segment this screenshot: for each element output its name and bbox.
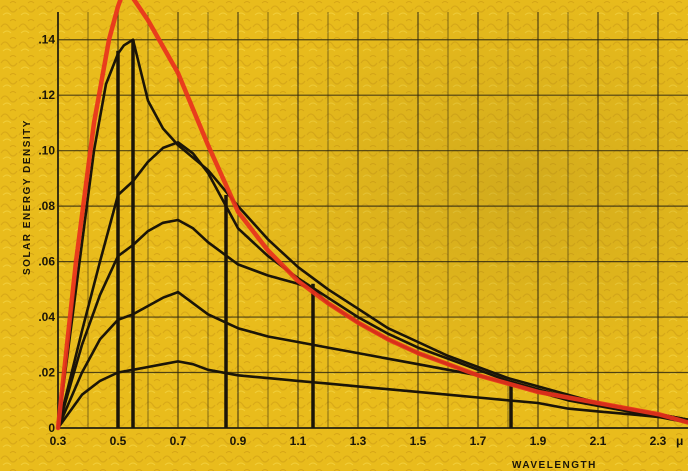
y-tick-label: 0 xyxy=(48,421,55,435)
red-curve xyxy=(55,0,688,431)
x-tick-label: 1.9 xyxy=(530,434,547,448)
x-tick-label: 1.7 xyxy=(470,434,487,448)
grid xyxy=(57,12,688,429)
x-unit-label: μ xyxy=(676,434,683,448)
y-tick-label: .06 xyxy=(38,255,55,269)
x-tick-labels: 0.3 0.5 0.7 0.9 1.1 1.3 1.5 1.7 1.9 2.1 2.3 xyxy=(50,434,667,448)
y-axis-title: SOLAR ENERGY DENSITY xyxy=(22,119,33,275)
x-tick-label: 1.1 xyxy=(290,434,307,448)
x-tick-label: 0.3 xyxy=(50,434,67,448)
y-tick-label: .10 xyxy=(38,144,55,158)
y-tick-label: .08 xyxy=(38,199,55,213)
x-tick-label: 2.3 xyxy=(650,434,667,448)
x-tick-label: 0.7 xyxy=(170,434,187,448)
x-tick-label: 1.5 xyxy=(410,434,427,448)
y-tick-label: .12 xyxy=(38,88,55,102)
y-tick-labels: 0 .02 .04 .06 .08 .10 .12 .14 xyxy=(38,33,55,435)
x-axis-title: WAVELENGTH xyxy=(512,460,597,471)
black-curve-1 xyxy=(56,38,688,430)
x-tick-label: 2.1 xyxy=(590,434,607,448)
x-tick-label: 0.9 xyxy=(230,434,247,448)
red-curve-layer xyxy=(55,0,688,431)
x-tick-label: 1.3 xyxy=(350,434,367,448)
y-tick-label: .02 xyxy=(38,366,55,380)
y-tick-label: .04 xyxy=(38,310,55,324)
x-tick-label: 0.5 xyxy=(110,434,127,448)
y-tick-label: .14 xyxy=(38,33,55,47)
vertical-lines xyxy=(116,39,513,428)
